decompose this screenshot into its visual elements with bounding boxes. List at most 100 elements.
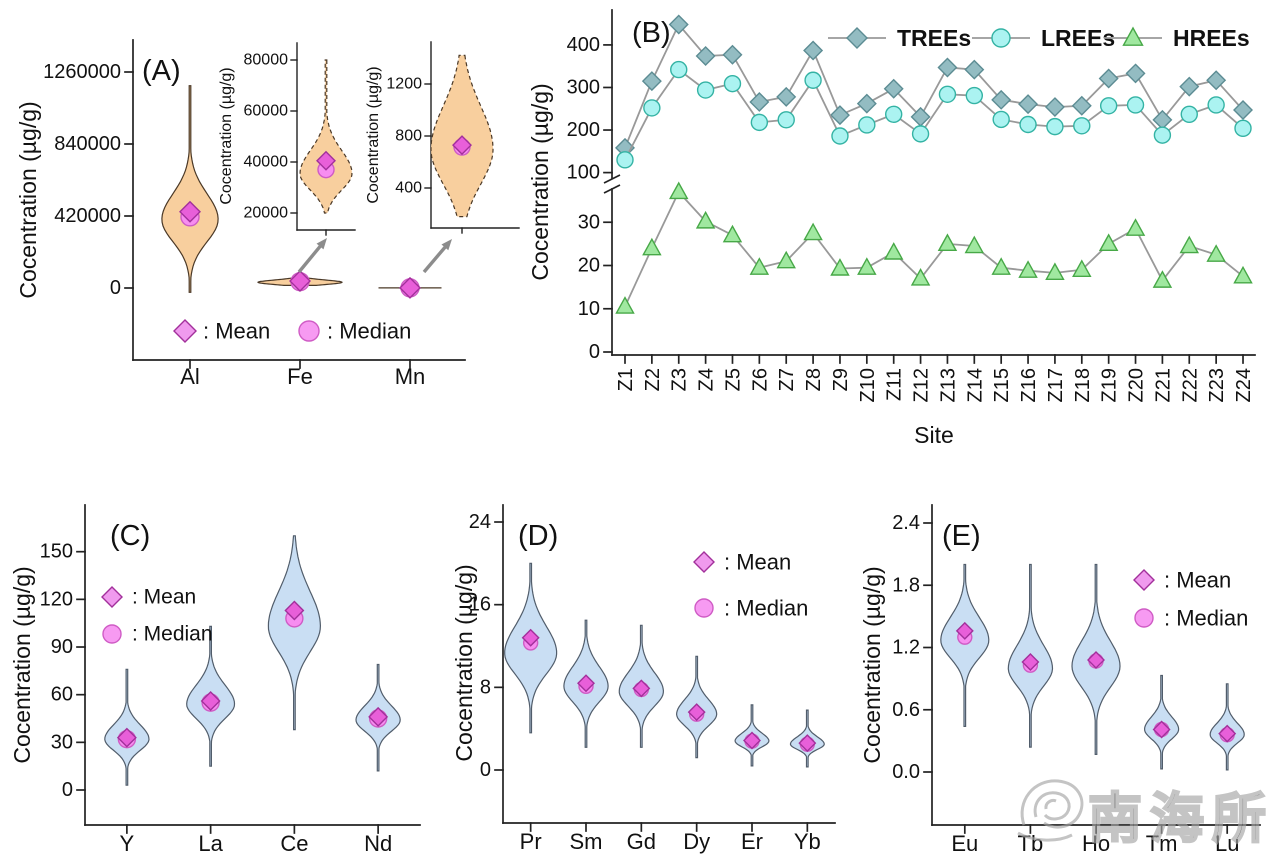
series-LREEs-marker	[1073, 117, 1091, 135]
category-label-Lu: Lu	[1215, 831, 1239, 856]
site-label-Z24: Z24	[1233, 368, 1255, 402]
series-TREEs-marker	[991, 89, 1012, 110]
site-label-Z15: Z15	[991, 368, 1013, 402]
x-axis-title: Site	[914, 422, 954, 448]
category-label-Pr: Pr	[520, 829, 542, 854]
panel-letter: (C)	[110, 520, 150, 552]
y-tick-label: 90	[51, 636, 73, 658]
site-label-Z19: Z19	[1099, 368, 1121, 402]
legend-median-label: : Median	[327, 319, 411, 344]
series-LREEs-marker	[1180, 105, 1198, 123]
series-LREEs-marker	[831, 127, 849, 145]
category-label-Mn: Mn	[395, 364, 426, 389]
legend-mean-marker	[101, 586, 123, 608]
y-axis-title: Cocentration (µg/g)	[451, 564, 477, 761]
panel-letter: (B)	[632, 17, 671, 49]
mean-marker-Nd	[368, 706, 389, 727]
category-label-Tm: Tm	[1146, 831, 1178, 856]
category-label-Tb: Tb	[1018, 831, 1044, 856]
y-tick-label: 120	[40, 588, 73, 610]
series-LREEs-marker	[1207, 96, 1225, 114]
series-TREEs-marker	[829, 105, 850, 126]
series-LREEs-marker	[1126, 96, 1145, 114]
mean-marker-Gd	[632, 679, 651, 698]
series-TREEs-marker	[1152, 109, 1173, 130]
legend-mean-label: : Mean	[1164, 568, 1231, 593]
site-label-Z16: Z16	[1018, 368, 1040, 402]
y-tick-label: 840000	[54, 133, 121, 155]
panel-d-violin-chart: 0 8 16 24 Cocentration (µg/g) Pr Sm Gd Dy Er Yb (D)…	[451, 504, 836, 854]
category-label-Nd: Nd	[364, 831, 392, 856]
series-TREEs-marker	[803, 40, 824, 61]
site-label-Z12: Z12	[911, 368, 933, 402]
mean-marker-Eu	[955, 621, 974, 640]
legend-median-marker	[694, 598, 714, 618]
y-tick-label: 420000	[54, 205, 121, 227]
series-LREEs-marker	[938, 85, 957, 103]
y-tick-label: 16	[469, 594, 491, 616]
series-LREEs-line	[624, 68, 1244, 161]
mean-marker-Lu	[1218, 724, 1237, 743]
y-tick-label: 10	[578, 298, 600, 320]
mean-marker-Er	[743, 731, 761, 750]
series-HREEs-marker	[615, 296, 635, 314]
violin-Al	[161, 85, 219, 293]
series-LREEs-marker	[723, 74, 742, 93]
series-LREEs-marker	[858, 116, 876, 134]
site-label-Z14: Z14	[964, 368, 986, 402]
series-TREEs-marker	[1233, 100, 1253, 121]
y-tick-label: 1.8	[892, 574, 920, 596]
series-LREEs-marker	[1046, 117, 1064, 136]
legend-mean-marker	[1133, 569, 1155, 591]
inset-y-tick-label: 800	[395, 128, 422, 145]
series-LREEs-marker	[616, 151, 634, 169]
series-TREEs-marker	[1044, 97, 1065, 118]
series-HREEs-marker	[937, 233, 958, 252]
y-tick-label: 24	[469, 511, 491, 533]
series-HREEs-line	[624, 190, 1244, 307]
y-axis-title: Cocentration (µg/g)	[15, 101, 41, 298]
y-tick-label: 1.2	[892, 637, 920, 659]
site-label-Z18: Z18	[1072, 368, 1094, 402]
inset-y-tick-label: 60000	[244, 103, 289, 120]
series-HREEs-marker	[1125, 218, 1146, 236]
axis-break-slash	[603, 174, 621, 184]
y-tick-label: 400	[567, 34, 600, 56]
site-label-Z7: Z7	[776, 368, 798, 391]
series-TREEs-marker	[776, 86, 797, 107]
legend-marker-HREEs	[1122, 26, 1144, 46]
series-LREEs-marker	[965, 86, 984, 105]
legend-marker-TREEs	[846, 27, 868, 49]
panel-e-violin-chart: 0.0 0.6 1.2 1.8 2.4 Cocentration (µg/g) Eu Tb Ho…	[859, 504, 1261, 856]
y-axis-title: Cocentration (µg/g)	[859, 566, 885, 763]
site-label-Z23: Z23	[1206, 368, 1228, 402]
series-HREEs-marker	[1045, 262, 1065, 281]
legend-median-marker	[298, 320, 320, 342]
site-label-Z11: Z11	[884, 368, 906, 401]
mean-marker-Dy	[687, 703, 706, 722]
series-LREEs-marker	[804, 71, 822, 89]
category-label-Er: Er	[741, 829, 763, 854]
series-LREEs-marker	[1099, 97, 1118, 115]
panel-letter: (A)	[142, 55, 181, 87]
series-LREEs-marker	[643, 99, 661, 117]
legend-mean-marker	[693, 551, 715, 573]
series-HREEs-marker	[749, 257, 770, 275]
series-LREEs-marker	[1019, 115, 1037, 134]
site-label-Z8: Z8	[803, 368, 825, 391]
mean-marker-Tm	[1152, 720, 1171, 739]
inset-y-tick-label: 80000	[244, 52, 289, 69]
mean-marker-Mn	[399, 276, 421, 299]
series-HREEs-marker	[1179, 235, 1200, 254]
violin-Y	[104, 668, 150, 786]
series-LREEs-marker	[992, 110, 1010, 129]
series-HREEs-marker	[910, 268, 931, 286]
y-tick-label: 0	[110, 277, 121, 299]
mean-marker-La	[200, 691, 221, 712]
series-HREEs-marker	[669, 181, 689, 200]
category-label-Al: Al	[180, 364, 200, 389]
y-axis-title: Cocentration (µg/g)	[527, 83, 553, 280]
y-tick-label: 30	[51, 731, 73, 753]
